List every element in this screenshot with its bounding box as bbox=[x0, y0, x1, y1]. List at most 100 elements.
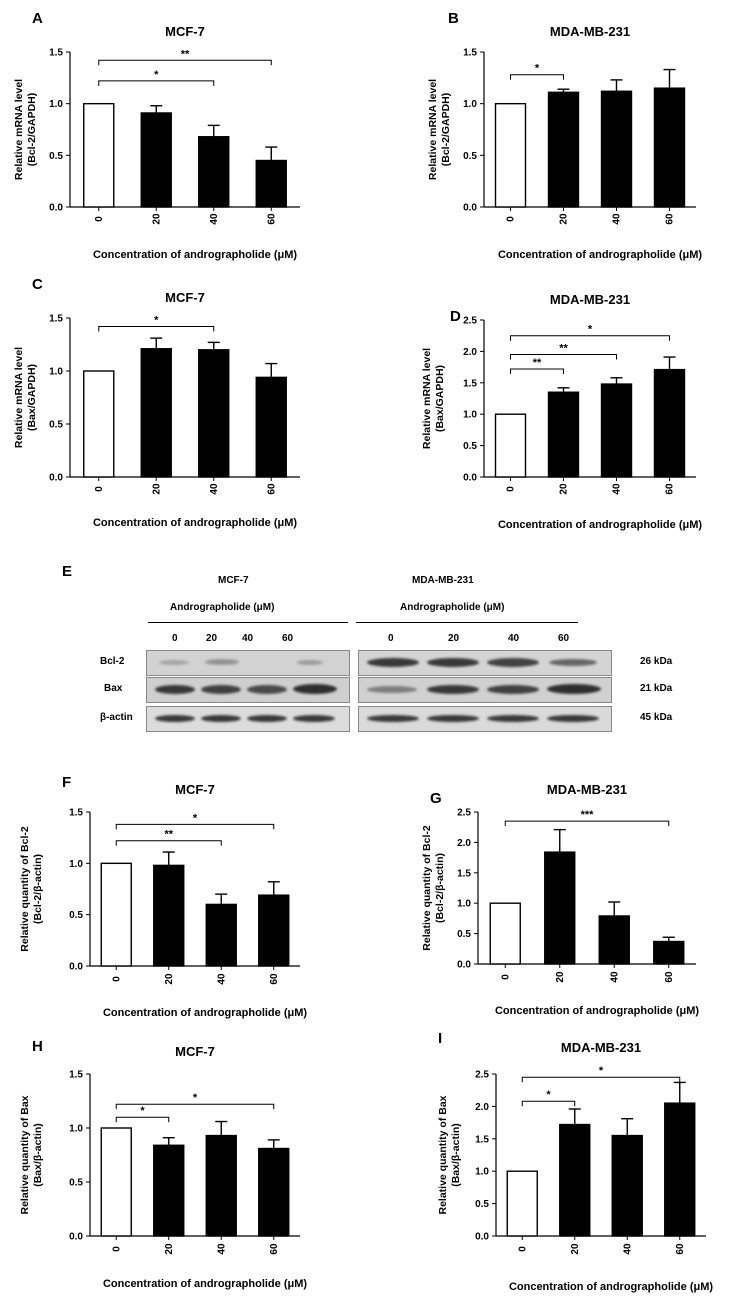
bar bbox=[255, 376, 287, 478]
x-axis-label: Concentration of andrographolide (μM) bbox=[498, 249, 702, 261]
lane-label: 60 bbox=[558, 633, 570, 644]
bar bbox=[255, 159, 287, 208]
significance-label: * bbox=[193, 812, 198, 824]
mda-bcl2-strip bbox=[358, 650, 612, 676]
significance-label: * bbox=[140, 1105, 145, 1117]
lane-label: 20 bbox=[448, 633, 460, 644]
significance-bracket bbox=[521, 1100, 576, 1107]
y-axis-label: Relative mRNA level bbox=[421, 348, 433, 449]
bar-chart: MDA-MB-231 0.0 0.5 1.0 1.5 Relative mRNA leve… bbox=[427, 24, 702, 261]
significance-bracket bbox=[521, 1076, 681, 1083]
panel-e-western-blot: E MCF-7 MDA-MB-231 Andrographolide (μM) … bbox=[0, 563, 733, 768]
y-tick-label: 0.5 bbox=[69, 910, 83, 921]
panel-i-mda-bax-protein: I MDA-MB-231 0.0 0.5 1.0 1.5 2.0 2.5 Relative q… bbox=[366, 1030, 733, 1303]
significance-bracket bbox=[98, 325, 215, 332]
y-tick-label: 1.5 bbox=[69, 1070, 83, 1081]
y-tick-label: 1.5 bbox=[475, 1134, 489, 1145]
blot-band bbox=[247, 715, 287, 722]
panel-f-mcf7-bcl2-protein: F MCF-7 0.0 0.5 1.0 1.5 Relative quantity of … bbox=[0, 768, 366, 1030]
y-tick-label: 2.5 bbox=[457, 808, 471, 819]
significance-bracket bbox=[504, 820, 670, 827]
y-axis-label: (Bax/GAPDH) bbox=[434, 365, 446, 432]
blot-band bbox=[367, 658, 419, 667]
bar-chart: MCF-7 0.0 0.5 1.0 1.5 Relative mRNA level (Bcl… bbox=[13, 24, 300, 261]
mda-bax-strip bbox=[358, 677, 612, 703]
x-tick-label: 60 bbox=[266, 483, 277, 495]
chart-title: MDA-MB-231 bbox=[550, 24, 630, 39]
y-tick-label: 2.5 bbox=[475, 1070, 489, 1081]
chart-title: MCF-7 bbox=[165, 290, 205, 305]
significance-bracket bbox=[510, 354, 617, 360]
bar bbox=[489, 902, 521, 965]
y-axis-label: Relative quantity of Bcl-2 bbox=[421, 825, 433, 951]
panel-a-mcf7-bcl2-mrna: A MCF-7 0.0 0.5 1.0 1.5 Relative mRNA level (B… bbox=[0, 0, 366, 270]
lane-label: 40 bbox=[242, 633, 254, 644]
mda-treatment-label: Andrographolide (μM) bbox=[400, 602, 505, 613]
y-tick-label: 0.0 bbox=[69, 1232, 83, 1243]
y-tick-label: 2.5 bbox=[463, 316, 477, 327]
x-tick-label: 40 bbox=[209, 213, 220, 225]
panel-letter: I bbox=[438, 1030, 443, 1047]
y-axis-label: (Bcl-2/β-actin) bbox=[434, 853, 446, 923]
bar-chart: MDA-MB-231 0.0 0.5 1.0 1.5 2.0 2.5 Relative mRN… bbox=[421, 292, 702, 531]
panel-d-mda-bax-mrna: D MDA-MB-231 0.0 0.5 1.0 1.5 2.0 2.5 Relative m… bbox=[366, 270, 733, 542]
significance-label: * bbox=[535, 63, 540, 75]
significance-label: ** bbox=[559, 343, 568, 355]
blot-band bbox=[427, 685, 479, 694]
x-tick-label: 60 bbox=[269, 1243, 280, 1255]
bar bbox=[664, 1102, 696, 1237]
blot-band bbox=[427, 715, 479, 722]
y-tick-label: 1.5 bbox=[69, 808, 83, 819]
y-tick-label: 0.0 bbox=[475, 1232, 489, 1243]
x-tick-label: 40 bbox=[612, 483, 623, 495]
panel-letter: F bbox=[62, 774, 72, 791]
bar bbox=[83, 370, 115, 478]
bar bbox=[600, 90, 633, 208]
x-tick-label: 60 bbox=[269, 973, 280, 985]
x-tick-label: 20 bbox=[570, 1243, 581, 1255]
blot-band bbox=[155, 685, 195, 694]
y-tick-label: 0.0 bbox=[457, 960, 471, 971]
x-tick-label: 20 bbox=[559, 213, 570, 225]
y-axis-label: Relative quantity of Bcl-2 bbox=[19, 826, 31, 952]
chart-title: MCF-7 bbox=[175, 782, 215, 797]
chart-title: MDA-MB-231 bbox=[550, 292, 630, 307]
x-tick-label: 40 bbox=[216, 973, 227, 985]
blot-band bbox=[367, 715, 419, 722]
chart-title: MDA-MB-231 bbox=[547, 782, 627, 797]
mcf7-actin-strip bbox=[146, 706, 350, 732]
blot-band bbox=[155, 715, 195, 722]
kda-label: 45 kDa bbox=[640, 712, 673, 723]
bar bbox=[153, 1144, 185, 1237]
bar bbox=[559, 1123, 591, 1237]
chart-title: MCF-7 bbox=[175, 1044, 215, 1059]
bar-chart: MDA-MB-231 0.0 0.5 1.0 1.5 2.0 2.5 Relative qua… bbox=[437, 1040, 713, 1293]
blot-band bbox=[205, 659, 239, 665]
x-tick-label: 40 bbox=[622, 1243, 633, 1255]
significance-label: * bbox=[588, 324, 593, 336]
bar bbox=[611, 1134, 643, 1237]
bar bbox=[653, 87, 686, 208]
y-axis-label: Relative quantity of Bax bbox=[19, 1095, 31, 1214]
significance-bracket bbox=[510, 74, 564, 80]
blot-band bbox=[201, 685, 241, 694]
bar-chart: MCF-7 0.0 0.5 1.0 1.5 Relative mRNA level (Bax… bbox=[13, 290, 300, 529]
protein-label: Bcl-2 bbox=[100, 656, 125, 667]
x-tick-label: 0 bbox=[94, 486, 105, 492]
lane-label: 0 bbox=[172, 633, 178, 644]
significance-bracket bbox=[115, 823, 275, 830]
mda-blot-title: MDA-MB-231 bbox=[412, 575, 474, 586]
significance-label: *** bbox=[581, 809, 595, 821]
x-tick-label: 60 bbox=[664, 971, 675, 983]
x-tick-label: 60 bbox=[665, 483, 676, 495]
x-tick-label: 20 bbox=[164, 1243, 175, 1255]
significance-label: ** bbox=[164, 829, 173, 841]
significance-label: * bbox=[599, 1065, 604, 1077]
blot-band bbox=[367, 686, 417, 693]
blot-band bbox=[427, 658, 479, 667]
blot-band bbox=[293, 715, 335, 722]
x-axis-label: Concentration of andrographolide (μM) bbox=[93, 517, 297, 529]
x-tick-label: 40 bbox=[609, 971, 620, 983]
blot-band bbox=[487, 685, 539, 694]
significance-label: * bbox=[154, 314, 159, 326]
